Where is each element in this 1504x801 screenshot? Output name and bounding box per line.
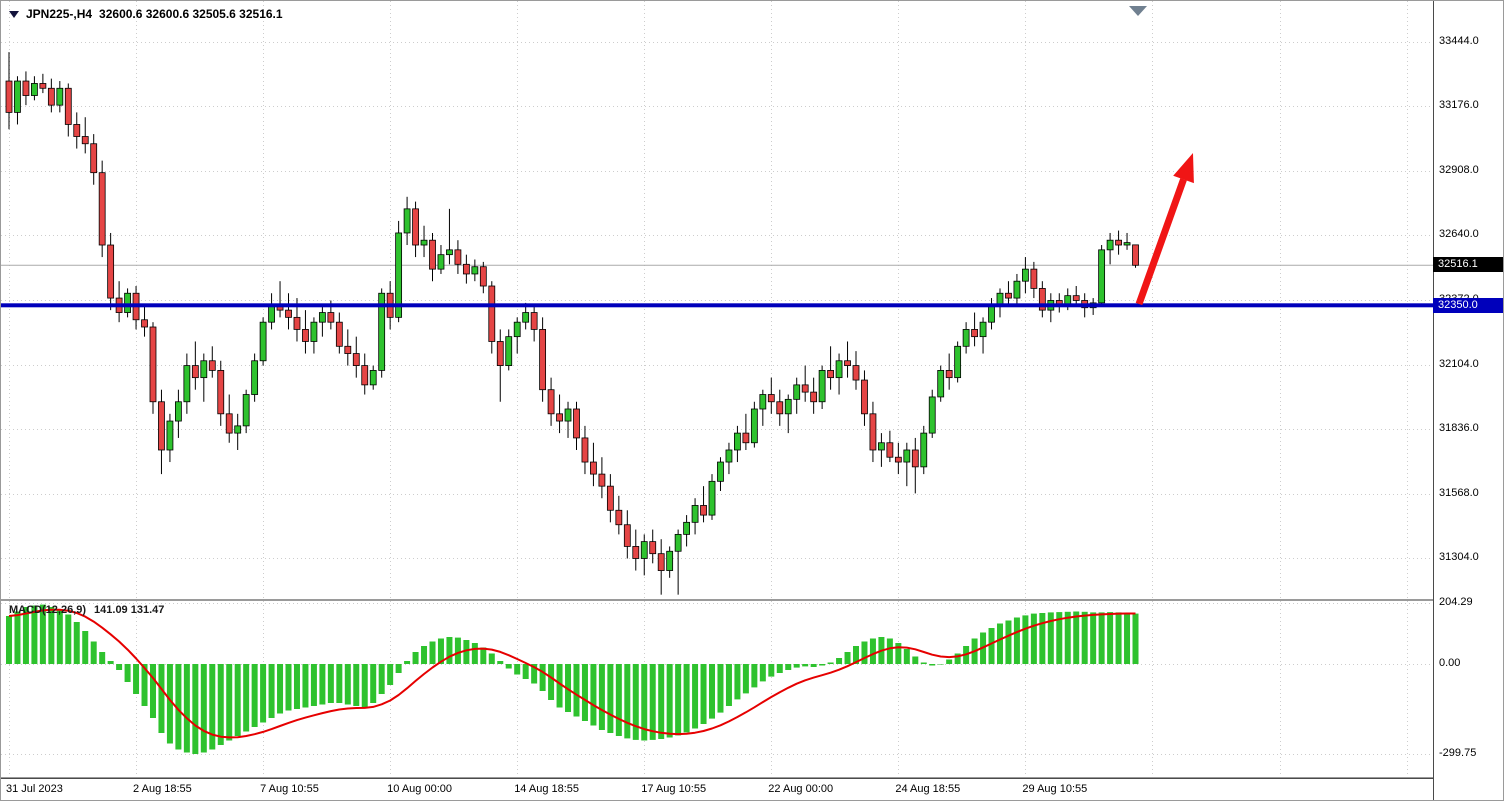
current-price-badge: 32516.1: [1433, 257, 1503, 273]
time-axis-label: 22 Aug 00:00: [768, 783, 834, 795]
time-axis-label: 24 Aug 18:55: [895, 783, 961, 795]
gridlines: [1, 1, 1433, 777]
chart-shift-marker-icon[interactable]: [1129, 6, 1147, 16]
price-axis-label: 32640.0: [1439, 228, 1479, 241]
time-axis-label: 17 Aug 10:55: [641, 783, 707, 795]
price-axis[interactable]: 33444.033176.032908.032640.032372.032104…: [1433, 1, 1503, 800]
time-axis-label: 2 Aug 18:55: [133, 783, 192, 795]
macd-axis-label: 204.29: [1439, 595, 1473, 608]
time-axis-label: 10 Aug 00:00: [387, 783, 452, 795]
time-axis-label: 7 Aug 10:55: [260, 783, 319, 795]
trend-arrow[interactable]: [1135, 153, 1194, 306]
chart-header: JPN225-,H4 32600.6 32600.6 32505.6 32516…: [9, 7, 283, 21]
time-axis-label: 31 Jul 2023: [6, 783, 63, 795]
price-axis-label: 31304.0: [1439, 550, 1479, 563]
price-axis-label: 33176.0: [1439, 99, 1479, 112]
macd-values: 141.09 131.47: [94, 604, 165, 616]
macd-signal-line: [8, 608, 1136, 739]
time-axis-label: 14 Aug 18:55: [514, 783, 580, 795]
price-axis-label: 32104.0: [1439, 357, 1479, 370]
panel-divider[interactable]: [1, 599, 1503, 601]
price-axis-label: 31836.0: [1439, 422, 1479, 435]
macd-histogram: [6, 604, 1139, 754]
support-line[interactable]: [1, 303, 1433, 308]
price-axis-label: 33444.0: [1439, 34, 1479, 47]
time-axis[interactable]: 31 Jul 2023 2 Aug 18:55 7 Aug 10:55 10 Aug …: [1, 778, 1433, 800]
axis-divider: [1, 777, 1503, 778]
macd-axis-label: 0.00: [1439, 657, 1461, 669]
hline-price-badge: 32350.0: [1433, 298, 1503, 314]
macd-axis-label: -299.75: [1439, 746, 1477, 759]
macd-name: MACD(12,26,9): [9, 604, 87, 616]
symbol-timeframe-label: JPN225-,H4: [26, 7, 93, 21]
price-axis-label: 32908.0: [1439, 163, 1479, 176]
ohlc-values: 32600.6 32600.6 32505.6 32516.1: [99, 7, 283, 21]
time-axis-label: 29 Aug 10:55: [1022, 783, 1088, 795]
symbol-dropdown-icon[interactable]: [9, 10, 19, 18]
macd-indicator-label: MACD(12,26,9) 141.09 131.47: [9, 604, 164, 616]
candles-layer: [5, 52, 1139, 595]
price-axis-label: 31568.0: [1439, 486, 1479, 499]
